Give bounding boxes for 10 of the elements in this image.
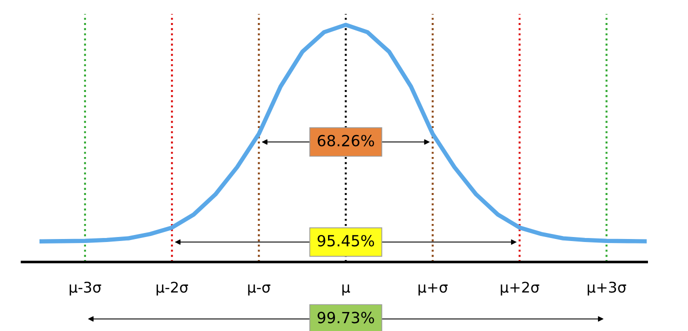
annotation: 95.45% bbox=[318, 234, 374, 246]
text: 99.73% bbox=[318, 312, 374, 324]
x-tick-label: μ-3σ bbox=[70, 282, 102, 296]
x-tick-label: μ-2σ bbox=[156, 282, 188, 296]
x-tick-label: μ+3σ bbox=[588, 282, 626, 296]
x-tick-label: μ+2σ bbox=[500, 282, 540, 296]
x-tick-label: μ-σ bbox=[248, 284, 270, 296]
x-tick-label: μ bbox=[342, 284, 350, 296]
annotation: 68.26% bbox=[318, 134, 374, 146]
x-tick-label: μ+σ bbox=[418, 283, 448, 296]
